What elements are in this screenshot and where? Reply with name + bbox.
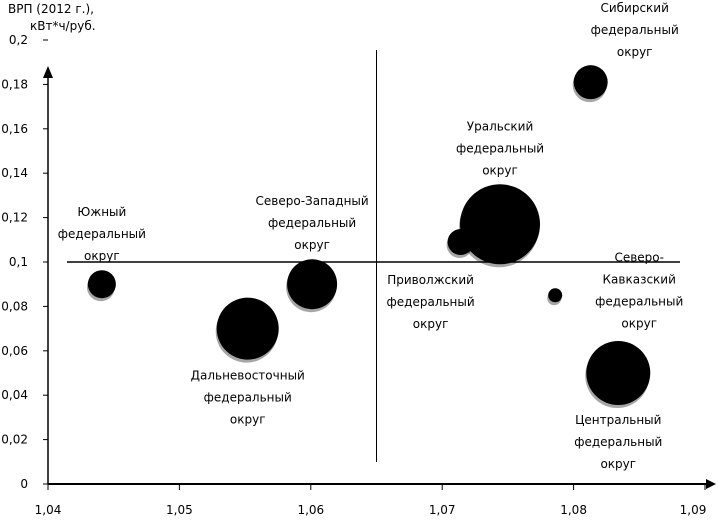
y-axis-arrow-icon bbox=[43, 66, 53, 78]
bubble-labels: Южный федеральный округ Дальневосточный феде… bbox=[58, 1, 683, 471]
bubble-label: Южный bbox=[77, 205, 126, 219]
bubble-label: округ bbox=[617, 45, 653, 59]
bubble-label: округ bbox=[230, 413, 266, 427]
y-tick-label: 0,04 bbox=[1, 388, 28, 402]
bubble-label: Центральный bbox=[575, 413, 661, 427]
bubble bbox=[287, 259, 338, 310]
bubble-label: округ bbox=[600, 457, 636, 471]
y-axis-title: ВРП (2012 г.), bbox=[8, 2, 94, 16]
y-tick-label: 0,02 bbox=[1, 433, 28, 447]
bubble-label: округ bbox=[294, 238, 330, 252]
bubble-label: Уральский bbox=[467, 119, 533, 133]
bubble bbox=[586, 341, 651, 405]
bubble-label: Дальневосточный bbox=[191, 369, 305, 383]
y-tick-label: 0,18 bbox=[1, 77, 28, 91]
bubble-label: федеральный bbox=[456, 141, 544, 155]
y-tick-label: 0,1 bbox=[9, 255, 28, 269]
bubble-label: федеральный bbox=[574, 435, 662, 449]
bubble-label: округ bbox=[84, 249, 120, 263]
y-tick-label: 0,06 bbox=[1, 344, 28, 358]
y-tick-label: 0,08 bbox=[1, 299, 28, 313]
y-tick-label: 0,2 bbox=[9, 33, 28, 47]
bubble-label: округ bbox=[413, 317, 449, 331]
bubble bbox=[460, 184, 541, 265]
bubble-label: федеральный bbox=[387, 295, 475, 309]
bubble-label: Северо- bbox=[614, 250, 664, 264]
bubble-label: Сибирский bbox=[600, 1, 668, 15]
x-tick-label: 1,06 bbox=[297, 503, 324, 517]
bubble bbox=[548, 288, 563, 303]
y-axis-title: кВт*ч/руб. bbox=[30, 19, 96, 33]
bubble-label: Кавказский bbox=[603, 272, 676, 286]
bubble bbox=[216, 297, 279, 360]
x-axis-arrow-icon bbox=[706, 479, 716, 489]
bubble-label: федеральный bbox=[204, 391, 292, 405]
y-tick-label: 0 bbox=[20, 477, 28, 491]
bubble-label: Приволжский bbox=[387, 273, 474, 287]
bubble-label: федеральный bbox=[595, 294, 683, 308]
x-tick-label: 1,04 bbox=[35, 503, 62, 517]
bubble bbox=[87, 270, 116, 299]
x-tick-label: 1,07 bbox=[429, 503, 456, 517]
bubble-label: Северо-Западный bbox=[256, 194, 369, 208]
y-tick-label: 0,16 bbox=[1, 122, 28, 136]
x-tick-label: 1,08 bbox=[560, 503, 587, 517]
y-tick-label: 0,14 bbox=[1, 166, 28, 180]
x-tick-label: 1,09 bbox=[680, 503, 707, 517]
bubble bbox=[573, 65, 608, 100]
bubble-label: федеральный bbox=[268, 216, 356, 230]
y-tick-label: 0,12 bbox=[1, 211, 28, 225]
bubble-label: федеральный bbox=[58, 227, 146, 241]
bubble-label: федеральный bbox=[591, 23, 679, 37]
bubble-label: округ bbox=[482, 163, 518, 177]
x-tick-label: 1,05 bbox=[166, 503, 193, 517]
bubble-label: округ bbox=[621, 316, 657, 330]
bubbles bbox=[86, 65, 651, 408]
